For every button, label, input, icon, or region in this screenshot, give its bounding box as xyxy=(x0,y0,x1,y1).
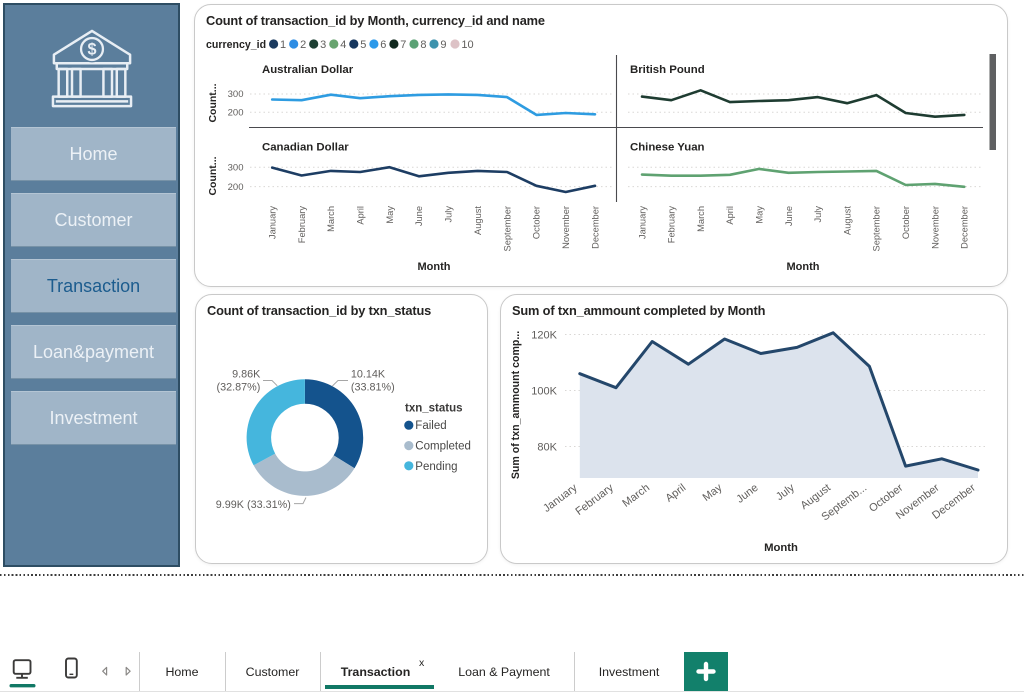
svg-text:txn_status: txn_status xyxy=(405,403,463,415)
svg-text:December: December xyxy=(590,206,600,249)
svg-text:August: August xyxy=(473,206,483,235)
svg-text:Count...: Count... xyxy=(207,156,219,195)
svg-text:March: March xyxy=(696,206,706,232)
svg-text:May: May xyxy=(701,482,725,504)
svg-text:100K: 100K xyxy=(531,385,557,397)
svg-text:July: July xyxy=(444,206,454,223)
svg-text:Canadian Dollar: Canadian Dollar xyxy=(262,142,349,154)
svg-text:120K: 120K xyxy=(531,329,557,341)
svg-text:November: November xyxy=(561,206,571,249)
svg-text:2: 2 xyxy=(300,39,306,51)
svg-text:300: 300 xyxy=(228,162,244,173)
svg-text:February: February xyxy=(297,206,307,244)
svg-text:8: 8 xyxy=(420,39,426,51)
svg-text:February: February xyxy=(573,482,616,518)
svg-text:Month: Month xyxy=(764,542,798,554)
svg-text:January: January xyxy=(268,206,278,239)
svg-text:300: 300 xyxy=(228,89,244,100)
svg-text:currency_id: currency_id xyxy=(206,39,266,51)
svg-text:British Pound: British Pound xyxy=(630,64,705,76)
svg-text:4: 4 xyxy=(340,39,346,51)
svg-text:200: 200 xyxy=(228,182,244,193)
svg-text:January: January xyxy=(637,206,647,239)
svg-text:10.14K: 10.14K xyxy=(351,369,386,381)
svg-text:April: April xyxy=(356,206,366,225)
svg-text:10: 10 xyxy=(461,39,473,51)
svg-text:(32.87%): (32.87%) xyxy=(216,381,260,393)
svg-text:80K: 80K xyxy=(537,441,557,453)
svg-text:Completed: Completed xyxy=(415,441,471,453)
svg-text:July: July xyxy=(774,482,797,504)
svg-text:3: 3 xyxy=(320,39,326,51)
svg-text:6: 6 xyxy=(380,39,386,51)
svg-text:Count...: Count... xyxy=(207,83,219,122)
svg-text:July: July xyxy=(813,206,823,223)
svg-text:9.99K (33.31%): 9.99K (33.31%) xyxy=(216,499,291,511)
svg-text:1: 1 xyxy=(280,39,286,51)
svg-text:April: April xyxy=(725,206,735,225)
svg-text:September: September xyxy=(502,206,512,251)
svg-text:7: 7 xyxy=(400,39,406,51)
svg-text:November: November xyxy=(930,206,940,249)
svg-text:December: December xyxy=(960,206,970,249)
svg-text:October: October xyxy=(901,206,911,239)
svg-text:April: April xyxy=(663,482,688,505)
svg-text:5: 5 xyxy=(360,39,366,51)
svg-text:June: June xyxy=(414,206,424,226)
svg-text:March: March xyxy=(620,482,652,510)
svg-text:June: June xyxy=(784,206,794,226)
svg-text:October: October xyxy=(532,206,542,239)
svg-text:Chinese Yuan: Chinese Yuan xyxy=(630,142,705,154)
svg-text:May: May xyxy=(385,206,395,224)
svg-text:Month: Month xyxy=(787,261,820,273)
svg-text:June: June xyxy=(734,482,760,506)
svg-text:March: March xyxy=(326,206,336,232)
svg-text:February: February xyxy=(667,206,677,244)
svg-text:September: September xyxy=(872,206,882,251)
svg-text:Pending: Pending xyxy=(415,461,457,473)
svg-text:Month: Month xyxy=(418,261,451,273)
svg-text:9.86K: 9.86K xyxy=(232,369,261,381)
svg-text:$: $ xyxy=(87,41,96,59)
svg-text:Australian Dollar: Australian Dollar xyxy=(262,64,354,76)
svg-text:(33.81%): (33.81%) xyxy=(351,381,395,393)
svg-text:200: 200 xyxy=(228,108,244,119)
svg-text:August: August xyxy=(842,206,852,235)
svg-text:May: May xyxy=(755,206,765,224)
svg-text:Failed: Failed xyxy=(415,420,446,432)
svg-text:Sum of txn_ammount comp...: Sum of txn_ammount comp... xyxy=(510,331,522,479)
svg-text:9: 9 xyxy=(440,39,446,51)
